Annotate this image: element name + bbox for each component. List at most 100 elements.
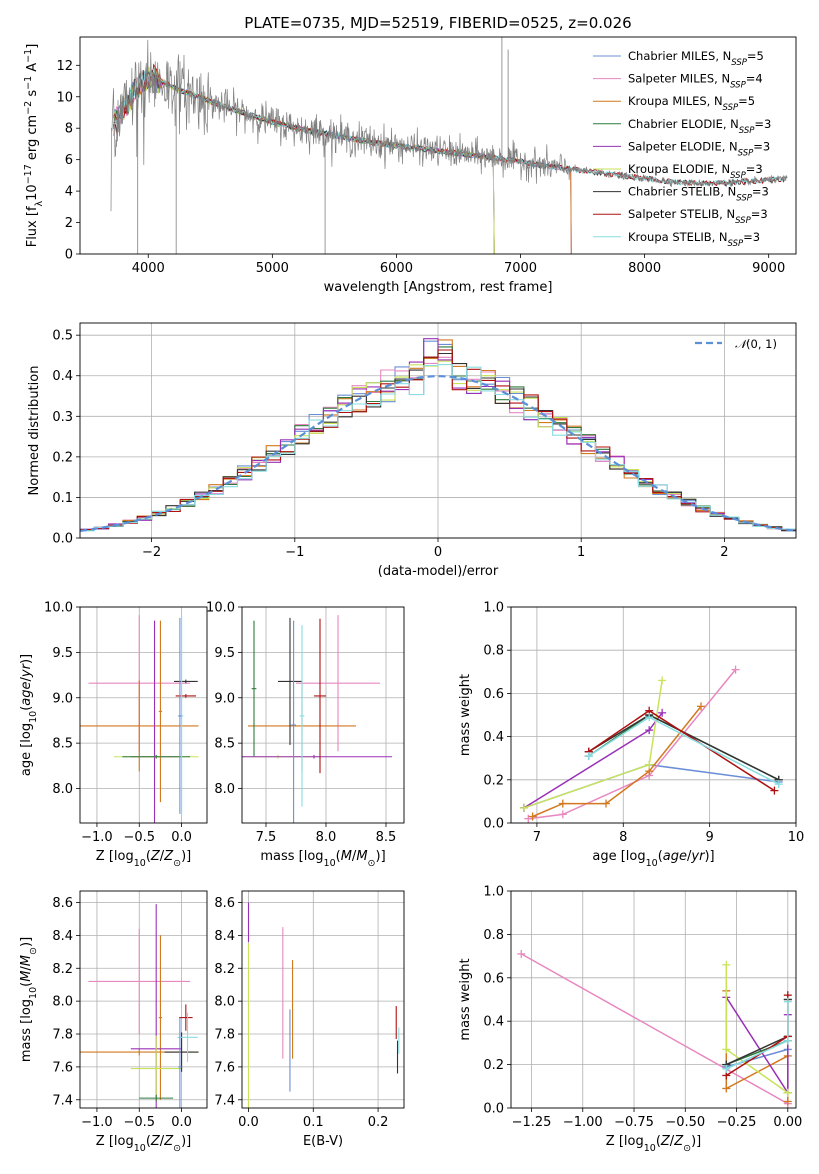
x-tick-label: −1.0 bbox=[81, 830, 113, 845]
y-tick-label: 9.0 bbox=[214, 691, 235, 706]
y-tick-label: 7.4 bbox=[52, 1093, 73, 1108]
x-tick-label: 0.0 bbox=[171, 830, 192, 845]
model-spectrum-line bbox=[113, 66, 495, 254]
y-tick-label: 10.0 bbox=[206, 601, 235, 616]
y-tick-label: 12 bbox=[56, 59, 73, 74]
x-tick-label: 0.00 bbox=[773, 1115, 802, 1130]
plot-area bbox=[517, 949, 792, 1108]
plot-area bbox=[242, 615, 392, 823]
x-axis-label: E(B-V) bbox=[303, 1134, 343, 1149]
x-tick-label: 5000 bbox=[256, 261, 289, 276]
x-tick-label: −1.00 bbox=[563, 1115, 603, 1130]
plot-area bbox=[519, 665, 783, 823]
y-tick-label: 8 bbox=[65, 122, 73, 137]
x-axis-label: age [log10(age/yr)] bbox=[592, 849, 714, 869]
y-tick-label: 8.2 bbox=[214, 962, 235, 977]
legend-label: Chabrier STELIB, NSSP=3 bbox=[628, 185, 769, 204]
legend-label: Chabrier ELODIE, NSSP=3 bbox=[628, 117, 771, 136]
axes-frame bbox=[79, 606, 208, 824]
y-tick-label: 0.2 bbox=[483, 773, 504, 788]
x-tick-label: 8000 bbox=[628, 261, 661, 276]
y-tick-label: 0.8 bbox=[483, 928, 504, 943]
x-tick-label: 8 bbox=[619, 830, 627, 845]
y-tick-label: 9.5 bbox=[214, 646, 235, 661]
plot-area bbox=[80, 615, 199, 823]
plot-area bbox=[80, 904, 199, 1108]
x-tick-label: 6000 bbox=[380, 261, 413, 276]
y-tick-label: 8.2 bbox=[52, 962, 73, 977]
x-tick-label: 9 bbox=[705, 830, 713, 845]
mass-vs-metallicity-panel: −1.0 −0.5 0.0 7.4 7.6 7.8 8.0 8.2 8.4 8.6 Z [log10… bbox=[19, 890, 208, 1154]
axes-frame bbox=[510, 890, 797, 1109]
y-tick-label: 8.4 bbox=[52, 929, 73, 944]
y-tick-label: 8.0 bbox=[52, 995, 73, 1010]
x-tick-label: −0.5 bbox=[123, 830, 155, 845]
x-tick-label: 9000 bbox=[752, 261, 785, 276]
x-tick-label: 2 bbox=[720, 545, 728, 560]
y-tick-label: 10 bbox=[56, 90, 73, 105]
y-tick-label: 0.3 bbox=[52, 410, 73, 425]
x-tick-label: −1 bbox=[285, 545, 304, 560]
y-tick-label: 0.0 bbox=[52, 532, 73, 547]
legend-label: Kroupa MILES, NSSP=5 bbox=[628, 94, 755, 113]
legend-label: Chabrier MILES, NSSP=5 bbox=[628, 49, 764, 68]
spectrum-panel: 4000 5000 6000 7000 8000 9000 0 2 4 6 8 10 12 PLATE=0… bbox=[23, 14, 797, 295]
x-tick-label: 8.5 bbox=[376, 830, 397, 845]
residual-histogram-step bbox=[80, 360, 796, 531]
mass-weight-line bbox=[523, 712, 663, 809]
y-tick-label: 0.1 bbox=[52, 491, 73, 506]
axes-frame bbox=[510, 606, 797, 824]
y-tick-label: 7.6 bbox=[52, 1060, 73, 1075]
x-tick-label: −1.0 bbox=[81, 1115, 113, 1130]
mass-vs-ebv-panel: 0.0 0.1 0.2 7.4 7.6 7.8 8.0 8.2 8.4 8.6 E(B-V) bbox=[214, 890, 405, 1149]
model-spectrum-line bbox=[113, 65, 495, 254]
y-axis-label: mass weight bbox=[458, 958, 473, 1040]
y-tick-label: 0.4 bbox=[483, 1015, 504, 1030]
x-tick-label: −0.75 bbox=[614, 1115, 654, 1130]
weight-vs-age-panel: 7 8 9 10 0.0 0.2 0.4 0.6 0.8 1.0 age [log10(age/yr… bbox=[458, 601, 804, 869]
x-tick-label: 7 bbox=[533, 830, 541, 845]
y-axis-label: mass [log10(M/M⊙)] bbox=[19, 937, 39, 1062]
y-tick-label: 1.0 bbox=[483, 601, 504, 616]
mass-weight-line bbox=[520, 953, 789, 1105]
x-tick-label: −1.25 bbox=[512, 1115, 552, 1130]
y-tick-label: 8.0 bbox=[214, 782, 235, 797]
y-tick-label: 0.4 bbox=[52, 369, 73, 384]
legend-label: 𝒩(0, 1) bbox=[735, 337, 777, 351]
x-tick-label: −0.5 bbox=[123, 1115, 155, 1130]
chart-title: PLATE=0735, MJD=52519, FIBERID=0525, z=0… bbox=[244, 14, 631, 32]
legend-label: Kroupa ELODIE, NSSP=3 bbox=[628, 162, 763, 181]
x-tick-label: 0.0 bbox=[238, 1115, 259, 1130]
mass-weight-line bbox=[528, 669, 737, 820]
legend-label: Salpeter STELIB, NSSP=3 bbox=[628, 207, 768, 226]
y-tick-label: 7.4 bbox=[214, 1093, 235, 1108]
observed-spectrum-line bbox=[110, 39, 788, 212]
y-tick-label: 0.0 bbox=[483, 817, 504, 832]
y-tick-label: 7.6 bbox=[214, 1060, 235, 1075]
y-tick-label: 0 bbox=[65, 248, 73, 263]
x-tick-label: −0.50 bbox=[665, 1115, 705, 1130]
x-tick-label: 10 bbox=[788, 830, 805, 845]
y-tick-label: 0.0 bbox=[483, 1102, 504, 1117]
y-tick-label: 0.6 bbox=[483, 971, 504, 986]
plot-area bbox=[247, 902, 400, 1108]
residuals-panel: −2 −1 0 1 2 0.0 0.1 0.2 0.3 0.4 0.5 (data-model)/er… bbox=[27, 322, 797, 579]
x-tick-label: 0.1 bbox=[303, 1115, 324, 1130]
x-tick-label: 7000 bbox=[504, 261, 537, 276]
y-tick-label: 8.0 bbox=[52, 782, 73, 797]
y-tick-label: 8.5 bbox=[214, 737, 235, 752]
y-tick-label: 6 bbox=[65, 153, 73, 168]
weight-vs-metallicity-panel: −1.25 −1.00 −0.75 −0.50 −0.25 0.00 0.0 0.2 0.4 0.… bbox=[458, 885, 802, 1154]
axes-frame bbox=[79, 890, 208, 1109]
axes-frame bbox=[241, 606, 405, 824]
axes-frame bbox=[241, 890, 405, 1109]
y-tick-label: 0.5 bbox=[52, 329, 73, 344]
normal-distribution-curve bbox=[80, 375, 794, 532]
y-tick-label: 1.0 bbox=[483, 885, 504, 900]
y-tick-label: 0.6 bbox=[483, 687, 504, 702]
x-axis-label: wavelength [Angstrom, rest frame] bbox=[324, 280, 553, 295]
y-tick-label: 0.2 bbox=[483, 1058, 504, 1073]
x-tick-label: 0 bbox=[434, 545, 442, 560]
legend-label: Salpeter MILES, NSSP=4 bbox=[628, 72, 763, 91]
